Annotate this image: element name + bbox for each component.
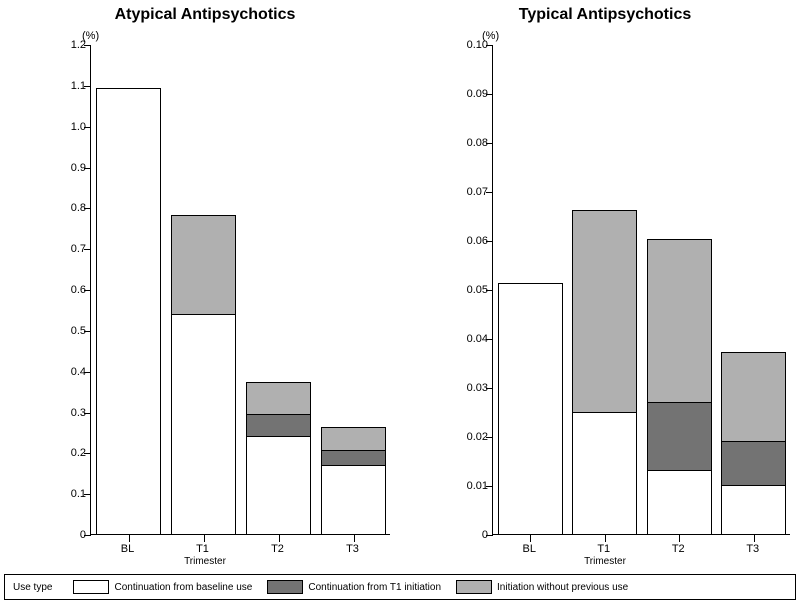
y-tick-label: 0.5: [48, 325, 86, 337]
bar-segment: [722, 485, 785, 534]
x-tick-label: T3: [346, 543, 359, 555]
chart-panel: Typical Antipsychotics(%)00.010.020.030.…: [420, 0, 790, 570]
y-tick-label: 0.3: [48, 407, 86, 419]
x-tick-label: T1: [597, 543, 610, 555]
y-tick-label: 0.09: [450, 88, 488, 100]
plot-area: [90, 45, 390, 535]
y-tick-label: 0.2: [48, 447, 86, 459]
legend-swatch: [457, 581, 491, 593]
y-tick-label: 0.02: [450, 431, 488, 443]
y-tick-label: 0.01: [450, 480, 488, 492]
y-tick-label: 1.1: [48, 80, 86, 92]
y-tick-label: 0.04: [450, 333, 488, 345]
x-tick-label: T2: [271, 543, 284, 555]
bar-segment: [648, 470, 711, 534]
y-tick-label: 0.07: [450, 186, 488, 198]
y-tick-label: 0.4: [48, 366, 86, 378]
panel-title: Typical Antipsychotics: [420, 6, 790, 24]
y-tick-label: 0.05: [450, 284, 488, 296]
bar-segment: [247, 436, 310, 534]
y-tick-label: 0.06: [450, 235, 488, 247]
bar-segment: [322, 465, 385, 534]
y-tick-label: 1.2: [48, 39, 86, 51]
x-tick: [204, 535, 205, 542]
bar-segment: [573, 211, 636, 412]
bar-segment: [97, 89, 160, 534]
y-tick-label: 0.8: [48, 202, 86, 214]
bar-segment: [648, 240, 711, 402]
x-tick: [279, 535, 280, 542]
y-tick-label: 0: [450, 529, 488, 541]
panel-title: Atypical Antipsychotics: [20, 6, 390, 24]
x-axis-label: Trimester: [420, 556, 790, 567]
bar-segment: [573, 412, 636, 535]
y-tick-label: 0.9: [48, 162, 86, 174]
y-tick-label: 0.1: [48, 488, 86, 500]
x-tick: [754, 535, 755, 542]
bar-segment: [722, 353, 785, 441]
y-tick-label: 0.7: [48, 243, 86, 255]
figure-root: Atypical Antipsychotics(%)00.10.20.30.40…: [0, 0, 800, 605]
x-tick-label: T3: [746, 543, 759, 555]
legend-label: Continuation from baseline use: [114, 582, 252, 593]
legend-label: Initiation without previous use: [497, 582, 628, 593]
bar-segment: [247, 414, 310, 436]
chart-panel: Atypical Antipsychotics(%)00.10.20.30.40…: [20, 0, 390, 570]
x-tick-label: BL: [523, 543, 536, 555]
bar-segment: [722, 441, 785, 485]
x-tick-label: T1: [196, 543, 209, 555]
bar-segment: [172, 216, 235, 314]
legend-swatch: [74, 581, 108, 593]
legend-item: Initiation without previous use: [457, 581, 628, 593]
x-tick-label: BL: [121, 543, 134, 555]
y-tick-label: 0.6: [48, 284, 86, 296]
bar-segment: [322, 428, 385, 450]
y-tick-label: 0.10: [450, 39, 488, 51]
legend-label: Continuation from T1 initiation: [308, 582, 441, 593]
y-tick-label: 0.08: [450, 137, 488, 149]
x-tick-label: T2: [672, 543, 685, 555]
x-tick: [354, 535, 355, 542]
x-tick: [679, 535, 680, 542]
x-axis-label: Trimester: [20, 556, 390, 567]
bar-segment: [322, 450, 385, 464]
legend-item: Continuation from baseline use: [74, 581, 252, 593]
bar-segment: [648, 402, 711, 471]
bar-segment: [499, 284, 562, 534]
legend: Use type Continuation from baseline use C…: [4, 574, 796, 600]
x-tick: [129, 535, 130, 542]
y-tick-label: 1.0: [48, 121, 86, 133]
legend-swatch: [268, 581, 302, 593]
y-tick-label: 0.03: [450, 382, 488, 394]
plot-area: [492, 45, 790, 535]
y-tick-label: 0: [48, 529, 86, 541]
bar-segment: [247, 383, 310, 414]
x-tick: [530, 535, 531, 542]
legend-item: Continuation from T1 initiation: [268, 581, 441, 593]
legend-title: Use type: [13, 582, 52, 593]
x-tick: [605, 535, 606, 542]
bar-segment: [172, 314, 235, 535]
